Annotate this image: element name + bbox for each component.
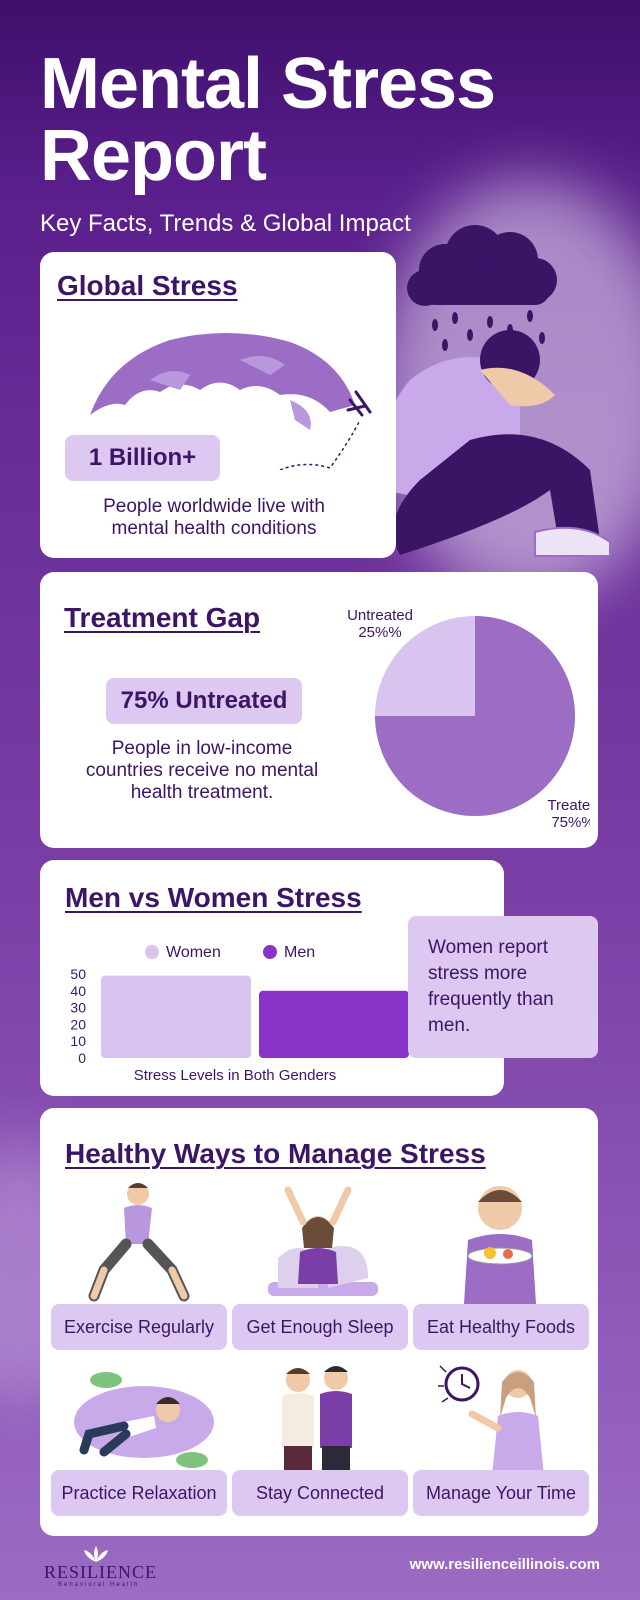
footer-logo: RESILIENCE — [44, 1562, 157, 1582]
footer-url[interactable]: www.resilienceillinois.com — [409, 1556, 600, 1573]
x-axis-label: Stress Levels in Both Genders — [134, 1067, 337, 1084]
men-women-note: Women report stress more frequently than… — [408, 916, 598, 1058]
tip-connected: Stay Connected — [232, 1470, 408, 1516]
legend-label-women: Women — [166, 944, 221, 961]
y-tick-label: 50 — [70, 966, 86, 982]
pie-slice-treated — [375, 616, 575, 816]
pie-slice-untreated — [375, 616, 475, 716]
treatment-gap-stat: 75% Untreated — [106, 678, 302, 724]
pie-value-treated: 75%% — [551, 814, 590, 831]
tip-relaxation: Practice Relaxation — [51, 1470, 227, 1516]
healthy-ways-title: Healthy Ways to Manage Stress — [65, 1138, 486, 1169]
healthy-ways-card: Healthy Ways to Manage Stress Exercise R… — [40, 1108, 598, 1536]
treatment-gap-card: Treatment Gap 75% Untreated People in lo… — [40, 572, 598, 848]
tip-food: Eat Healthy Foods — [413, 1304, 589, 1350]
sleep-icon — [268, 1186, 378, 1296]
treatment-gap-description: People in low-income countries receive n… — [85, 738, 319, 803]
tip-sleep: Get Enough Sleep — [232, 1304, 408, 1350]
stressed-person-illustration — [382, 225, 611, 557]
pie-label-untreated: Untreated — [347, 607, 413, 624]
page-subtitle: Key Facts, Trends & Global Impact — [40, 210, 411, 237]
men-women-title: Men vs Women Stress — [65, 882, 362, 913]
lotus-logo-icon — [84, 1546, 108, 1562]
pie-value-untreated: 25%% — [358, 624, 401, 641]
food-icon — [464, 1186, 536, 1304]
y-tick-label: 10 — [70, 1033, 86, 1049]
world-map-icon — [90, 332, 372, 470]
y-tick-label: 40 — [70, 983, 86, 999]
legend-label-men: Men — [284, 944, 315, 961]
legend-marker-men — [263, 945, 277, 959]
friends-icon — [282, 1366, 352, 1474]
pie-label-treated: Treated — [547, 797, 590, 814]
page-title: Mental Stress Report — [40, 44, 496, 196]
rain-cloud-icon — [407, 225, 557, 306]
footer-logo-tagline: Behavioral Health — [58, 1582, 140, 1588]
relaxation-icon — [74, 1372, 214, 1468]
global-stress-card: Global Stress 1 Billion+ People worldwid… — [40, 252, 396, 558]
treatment-gap-title: Treatment Gap — [64, 602, 261, 633]
tip-time: Manage Your Time — [413, 1470, 589, 1516]
y-tick-label: 20 — [70, 1016, 86, 1032]
y-tick-label: 0 — [78, 1050, 86, 1066]
bar-women — [101, 975, 251, 1058]
y-tick-label: 30 — [70, 1000, 86, 1016]
global-stress-title: Global Stress — [57, 270, 238, 301]
global-stress-stat: 1 Billion+ — [65, 435, 220, 481]
legend-marker-women — [145, 945, 159, 959]
tip-exercise: Exercise Regularly — [51, 1304, 227, 1350]
airplane-icon — [346, 390, 372, 417]
global-stress-description: People worldwide live with mental health… — [103, 496, 325, 539]
bar-men — [259, 990, 409, 1058]
exercise-icon — [88, 1183, 190, 1302]
clock-icon — [438, 1365, 544, 1476]
